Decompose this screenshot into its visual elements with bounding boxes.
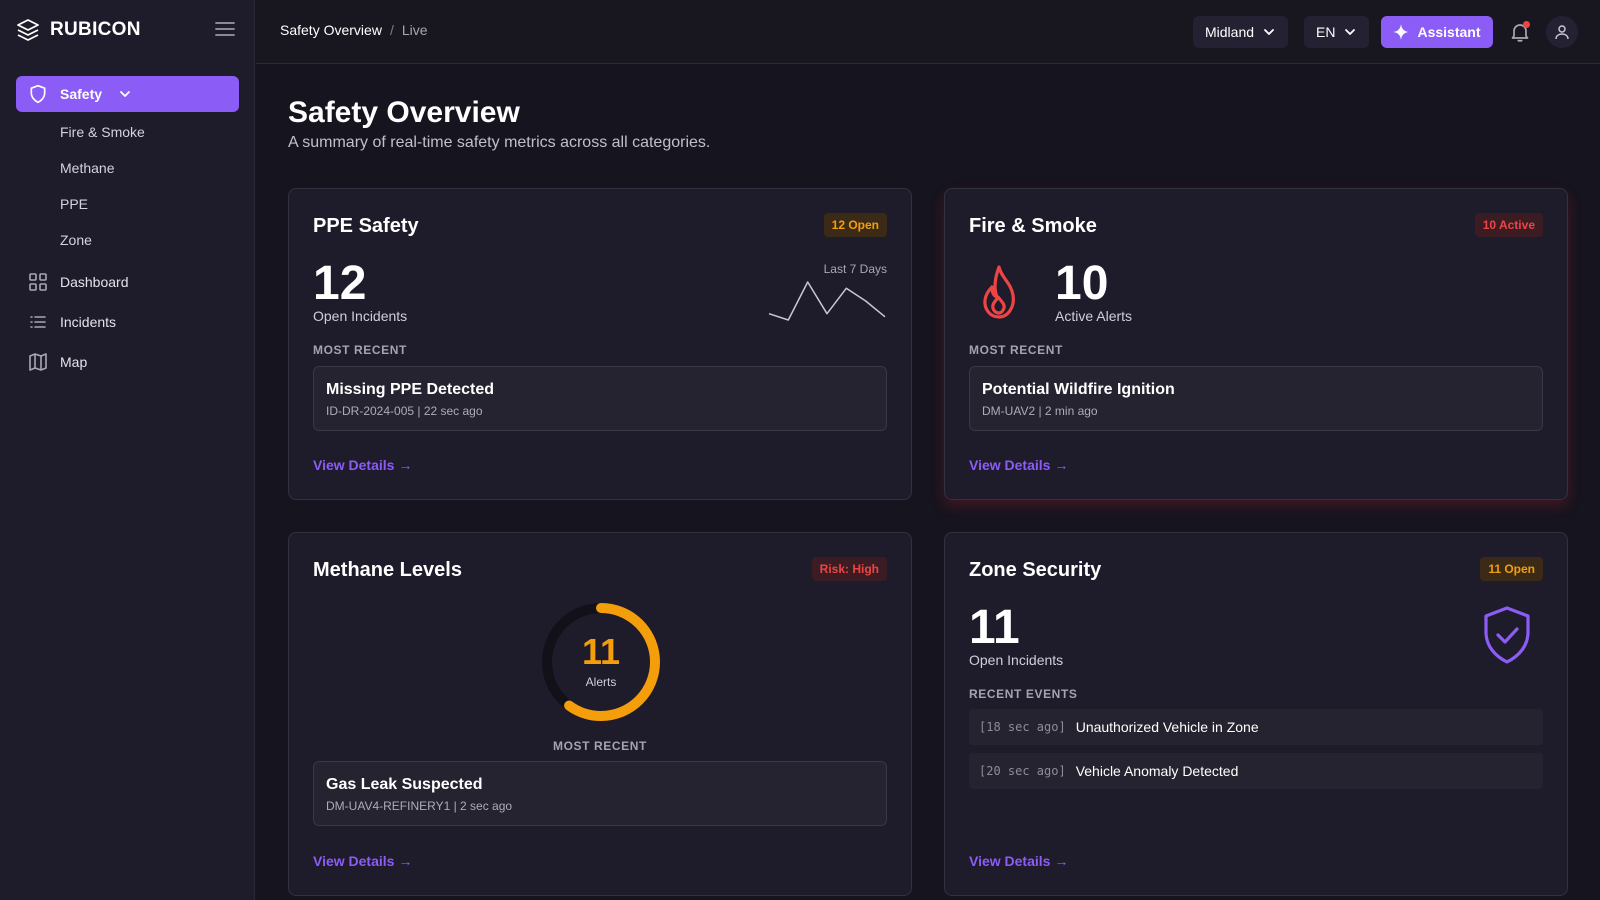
view-details-link[interactable]: View Details → bbox=[969, 853, 1069, 869]
notifications-button[interactable] bbox=[1508, 20, 1532, 44]
status-badge: Risk: High bbox=[811, 557, 887, 581]
region-select-value: Midland bbox=[1205, 24, 1255, 40]
sparkline-line bbox=[768, 281, 886, 321]
brand-name: RUBICON bbox=[50, 19, 141, 40]
section-label: MOST RECENT bbox=[969, 343, 1063, 357]
most-recent-item[interactable]: Gas Leak Suspected DM-UAV4-REFINERY1 | 2… bbox=[313, 761, 887, 826]
sidebar-subitem-fire-smoke[interactable]: Fire & Smoke bbox=[60, 124, 145, 140]
sidebar-item-label: Safety bbox=[60, 86, 103, 102]
sidebar-item-safety[interactable]: Safety bbox=[16, 76, 239, 112]
section-label: RECENT EVENTS bbox=[969, 687, 1078, 701]
sidebar-item-dashboard[interactable]: Dashboard bbox=[16, 264, 239, 300]
view-details-link[interactable]: View Details → bbox=[969, 457, 1069, 473]
chevron-down-icon bbox=[1345, 29, 1356, 35]
open-incidents-count: 11 bbox=[969, 601, 1020, 654]
sparkle-icon bbox=[1393, 24, 1410, 40]
sidebar-subitem-zone[interactable]: Zone bbox=[60, 232, 92, 248]
fire-smoke-card: Fire & Smoke 10 Active 10 Active Alerts … bbox=[944, 188, 1568, 500]
active-alerts-label: Active Alerts bbox=[1055, 308, 1133, 324]
sidebar-item-map[interactable]: Map bbox=[16, 344, 239, 380]
recent-meta: DM-UAV2 | 2 min ago bbox=[982, 404, 1098, 418]
card-title: Zone Security bbox=[969, 559, 1102, 581]
recent-title: Missing PPE Detected bbox=[326, 381, 495, 398]
topbar: Safety Overview / Live Midland EN Assist… bbox=[256, 0, 1600, 64]
layers-logo-icon bbox=[17, 19, 39, 41]
open-incidents-label: Open Incidents bbox=[969, 652, 1064, 668]
status-badge: 12 Open bbox=[823, 213, 887, 237]
methane-gauge: 11 Alerts bbox=[540, 601, 662, 723]
breadcrumb: Safety Overview / Live bbox=[280, 22, 428, 38]
map-icon bbox=[28, 352, 48, 372]
recent-meta: ID-DR-2024-005 | 22 sec ago bbox=[326, 404, 483, 418]
bell-icon bbox=[1511, 24, 1529, 42]
grid-icon bbox=[28, 272, 48, 292]
gauge-arc bbox=[542, 603, 660, 721]
card-title: PPE Safety bbox=[313, 215, 419, 237]
language-select-value: EN bbox=[1316, 24, 1336, 40]
event-text: Unauthorized Vehicle in Zone bbox=[1075, 719, 1259, 735]
chevron-down-icon bbox=[120, 91, 130, 97]
sidebar-subitem-methane[interactable]: Methane bbox=[60, 160, 115, 176]
ppe-safety-card: PPE Safety 12 Open 12 Open Incidents Las… bbox=[288, 188, 912, 500]
event-time: [18 sec ago] bbox=[979, 720, 1066, 734]
sidebar-subitem-ppe[interactable]: PPE bbox=[60, 196, 89, 212]
most-recent-item[interactable]: Missing PPE Detected ID-DR-2024-005 | 22… bbox=[313, 366, 887, 431]
event-text: Vehicle Anomaly Detected bbox=[1075, 763, 1239, 779]
event-row[interactable]: [18 sec ago] Unauthorized Vehicle in Zon… bbox=[969, 709, 1543, 745]
page-title: Safety Overview bbox=[288, 96, 520, 129]
chevron-down-icon bbox=[1264, 29, 1274, 35]
shield-check-icon bbox=[1484, 606, 1530, 664]
zone-security-card: Zone Security 11 Open 11 Open Incidents … bbox=[944, 532, 1568, 896]
card-title: Fire & Smoke bbox=[969, 215, 1097, 237]
card-title: Methane Levels bbox=[313, 559, 462, 581]
breadcrumb-safety-overview[interactable]: Safety Overview bbox=[280, 22, 382, 38]
event-row[interactable]: [20 sec ago] Vehicle Anomaly Detected bbox=[969, 753, 1543, 789]
list-icon bbox=[28, 312, 48, 332]
hamburger-menu-icon[interactable] bbox=[214, 20, 236, 38]
most-recent-item[interactable]: Potential Wildfire Ignition DM-UAV2 | 2 … bbox=[969, 366, 1543, 431]
section-label: MOST RECENT bbox=[553, 739, 647, 753]
language-select[interactable]: EN bbox=[1304, 16, 1370, 48]
recent-title: Potential Wildfire Ignition bbox=[982, 381, 1175, 398]
sidebar-item-label: Incidents bbox=[60, 314, 117, 330]
recent-title: Gas Leak Suspected bbox=[326, 776, 483, 793]
sidebar-item-incidents[interactable]: Incidents bbox=[16, 304, 239, 340]
flame-icon bbox=[983, 265, 1015, 319]
sidebar-item-label: Map bbox=[60, 354, 88, 370]
shield-icon bbox=[28, 84, 48, 104]
user-icon bbox=[1555, 25, 1569, 40]
view-details-link[interactable]: View Details → bbox=[313, 853, 413, 869]
brand[interactable]: RUBICON bbox=[16, 16, 141, 44]
sparkline-label: Last 7 Days bbox=[823, 262, 887, 276]
gauge-label: Alerts bbox=[585, 675, 617, 689]
breadcrumb-separator: / bbox=[389, 22, 394, 38]
open-incidents-label: Open Incidents bbox=[313, 308, 408, 324]
gauge-ring bbox=[542, 603, 660, 721]
view-details-link[interactable]: View Details → bbox=[313, 457, 413, 473]
sidebar: RUBICON Safety Fire & Smoke Methane PPE … bbox=[0, 0, 255, 900]
section-label: MOST RECENT bbox=[313, 343, 407, 357]
active-alerts-count: 10 bbox=[1055, 257, 1109, 310]
gauge-value: 11 bbox=[581, 631, 621, 672]
recent-meta: DM-UAV4-REFINERY1 | 2 sec ago bbox=[326, 799, 513, 813]
status-badge: 11 Open bbox=[1480, 557, 1543, 581]
page-subtitle: A summary of real-time safety metrics ac… bbox=[288, 134, 711, 151]
breadcrumb-live: Live bbox=[401, 22, 428, 38]
status-badge: 10 Active bbox=[1474, 213, 1543, 237]
user-avatar-button[interactable] bbox=[1546, 16, 1578, 48]
assistant-button[interactable]: Assistant bbox=[1381, 16, 1493, 48]
assistant-button-label: Assistant bbox=[1417, 24, 1481, 40]
methane-levels-card: Methane Levels Risk: High 11 Alerts MOST… bbox=[288, 532, 912, 896]
sparkline-chart bbox=[768, 281, 886, 321]
open-incidents-count: 12 bbox=[313, 257, 367, 310]
event-time: [20 sec ago] bbox=[979, 764, 1066, 778]
region-select[interactable]: Midland bbox=[1193, 16, 1289, 48]
notification-dot bbox=[1523, 21, 1530, 28]
sidebar-item-label: Dashboard bbox=[60, 274, 129, 290]
